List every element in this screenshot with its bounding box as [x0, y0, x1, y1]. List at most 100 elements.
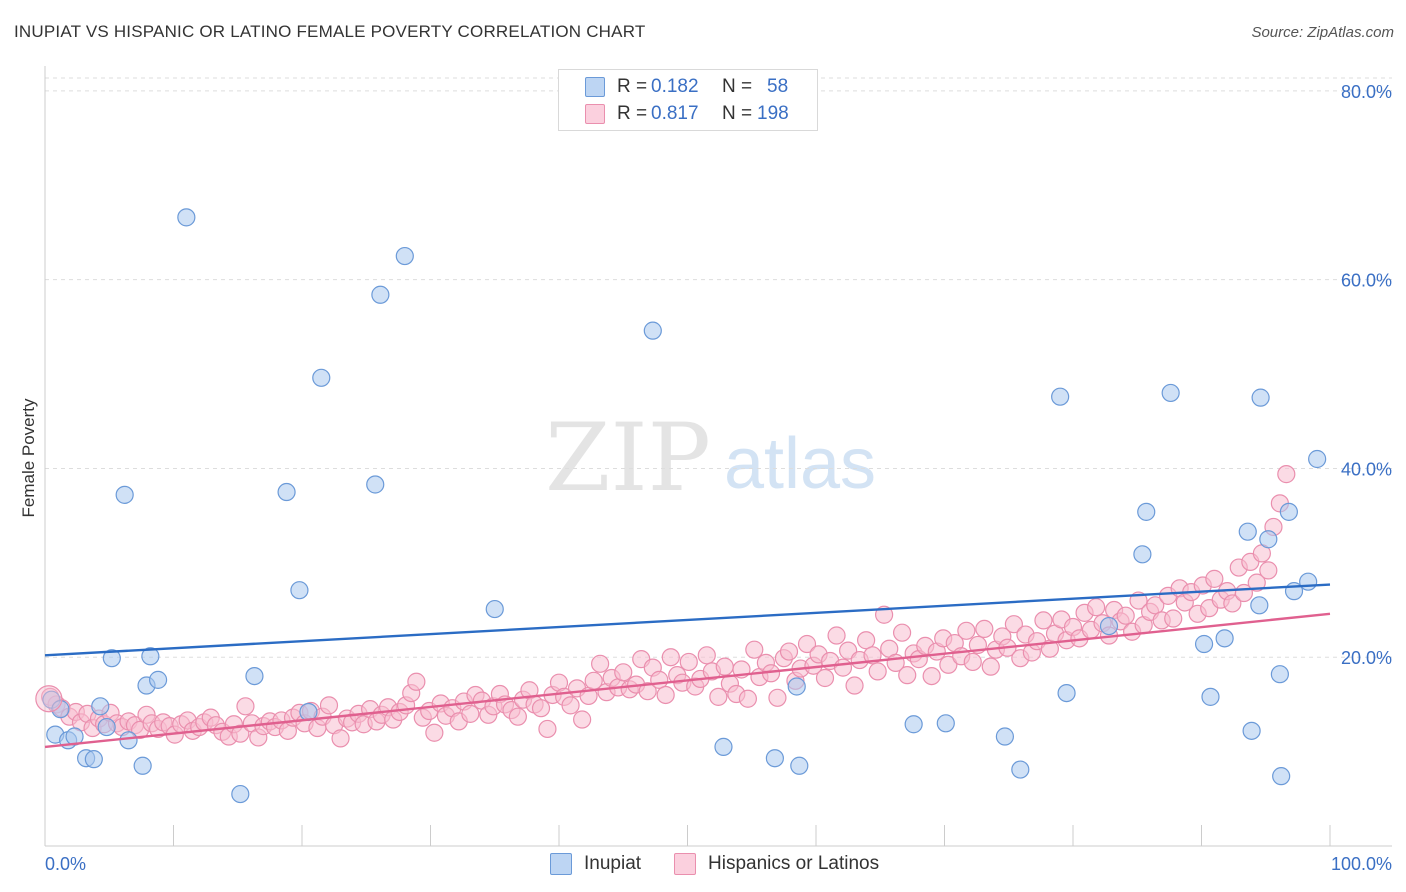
x-tick-label: 100.0% — [1331, 854, 1392, 874]
inupiat-point — [1242, 721, 1261, 740]
legend-n-label: N = — [722, 103, 753, 124]
inupiat-point — [1308, 449, 1327, 469]
hispanic-point — [768, 688, 787, 707]
inupiat-point — [119, 731, 138, 750]
hispanic-point — [738, 689, 757, 708]
hispanic-point — [981, 657, 1000, 676]
inupiat-point — [133, 756, 152, 775]
hispanic-point — [963, 652, 982, 672]
hispanic-point — [1034, 611, 1053, 630]
inupiat-point — [277, 482, 296, 502]
inupiat-point — [643, 321, 662, 340]
inupiat-trendline — [44, 583, 1331, 657]
inupiat-point — [366, 475, 385, 494]
hispanic-trendline — [44, 612, 1331, 749]
hispanic-point — [939, 655, 958, 674]
hispanic-point — [661, 648, 680, 667]
inupiat-point — [51, 700, 70, 719]
inupiat-swatch — [585, 77, 605, 97]
hispanic-point — [845, 676, 864, 695]
inupiat-point — [1251, 388, 1270, 407]
hispanic-point — [715, 657, 734, 676]
hispanic-point — [614, 663, 633, 682]
hispanic-point — [1205, 569, 1224, 588]
hispanic-point — [319, 696, 339, 715]
hispanic-point — [697, 646, 716, 665]
inupiat-point — [787, 677, 806, 696]
hispanic-point — [833, 658, 853, 677]
hispanic-point — [892, 623, 912, 642]
inupiat-r-value: 0.182 — [651, 76, 699, 97]
inupiat-point — [84, 750, 103, 769]
hispanic-point — [508, 707, 527, 726]
hispanic-point — [975, 619, 994, 639]
hispanic-point — [591, 654, 610, 673]
inupiat-point — [1272, 767, 1291, 786]
inupiat-point — [1194, 634, 1214, 654]
inupiat-point — [395, 246, 414, 266]
watermark-zip: ZIP — [545, 404, 711, 513]
hispanic-point — [331, 729, 350, 748]
inupiat-point — [765, 749, 784, 768]
hispanic-point — [531, 699, 551, 718]
inupiat-point — [1057, 683, 1076, 703]
inupiat-point — [141, 647, 160, 666]
hispanic-point — [407, 672, 426, 691]
inupiat-n-value: 58 — [767, 76, 789, 97]
inupiat-legend-label: Inupiat — [584, 853, 642, 874]
inupiat-point — [1099, 616, 1119, 636]
hispanic-point — [425, 723, 444, 742]
hispanic-n-value: 198 — [757, 103, 789, 124]
hispanic-point — [1087, 598, 1106, 617]
inupiat-legend-swatch — [550, 853, 572, 875]
hispanic-legend-label: Hispanics or Latinos — [708, 853, 880, 874]
hispanic-point — [461, 704, 480, 723]
inupiat-point — [1279, 502, 1298, 521]
hispanic-point — [797, 634, 817, 654]
hispanic-point — [1004, 615, 1023, 634]
inupiat-point — [1051, 387, 1070, 406]
hispanic-point — [857, 631, 876, 650]
hispanic-point — [573, 710, 592, 729]
hispanic-point — [898, 666, 917, 685]
inupiat-point — [1270, 665, 1289, 684]
hispanic-point — [679, 652, 698, 672]
y-tick-label: 40.0% — [1341, 459, 1392, 479]
inupiat-point — [995, 727, 1014, 746]
inupiat-point — [231, 784, 250, 804]
inupiat-point — [1299, 572, 1318, 591]
inupiat-point — [97, 717, 116, 737]
inupiat-point — [91, 697, 110, 716]
legend-r-label: R = — [617, 76, 648, 97]
watermark-atlas: atlas — [724, 424, 876, 504]
hispanic-point — [1277, 465, 1296, 484]
inupiat-point — [1201, 687, 1220, 706]
hispanic-point — [827, 626, 846, 645]
inupiat-point — [371, 285, 390, 304]
inupiat-point — [1250, 596, 1269, 615]
inupiat-point — [1161, 383, 1180, 403]
hispanic-point — [1164, 609, 1183, 628]
hispanic-point — [868, 662, 887, 681]
inupiat-point — [1133, 545, 1152, 564]
hispanic-legend-swatch — [674, 853, 696, 875]
hispanic-point — [1259, 561, 1278, 580]
hispanic-point — [35, 685, 63, 713]
hispanic-r-value: 0.817 — [651, 103, 699, 124]
hispanic-point — [1223, 594, 1242, 613]
hispanic-point — [922, 666, 941, 686]
hispanic-point — [231, 724, 250, 743]
hispanic-point — [561, 696, 580, 715]
y-tick-label: 20.0% — [1341, 648, 1392, 668]
inupiat-point — [714, 737, 733, 756]
legend-r-label: R = — [617, 103, 648, 124]
inupiat-point — [290, 581, 309, 600]
chart-title: INUPIAT VS HISPANIC OR LATINO FEMALE POV… — [14, 22, 646, 41]
hispanic-point — [1116, 606, 1135, 625]
hispanic-point — [1247, 573, 1266, 592]
legend-item-inupiat: Inupiat — [550, 851, 641, 877]
inupiat-point — [936, 714, 955, 733]
hispanic-point — [538, 719, 557, 739]
inupiat-point — [1137, 502, 1156, 521]
